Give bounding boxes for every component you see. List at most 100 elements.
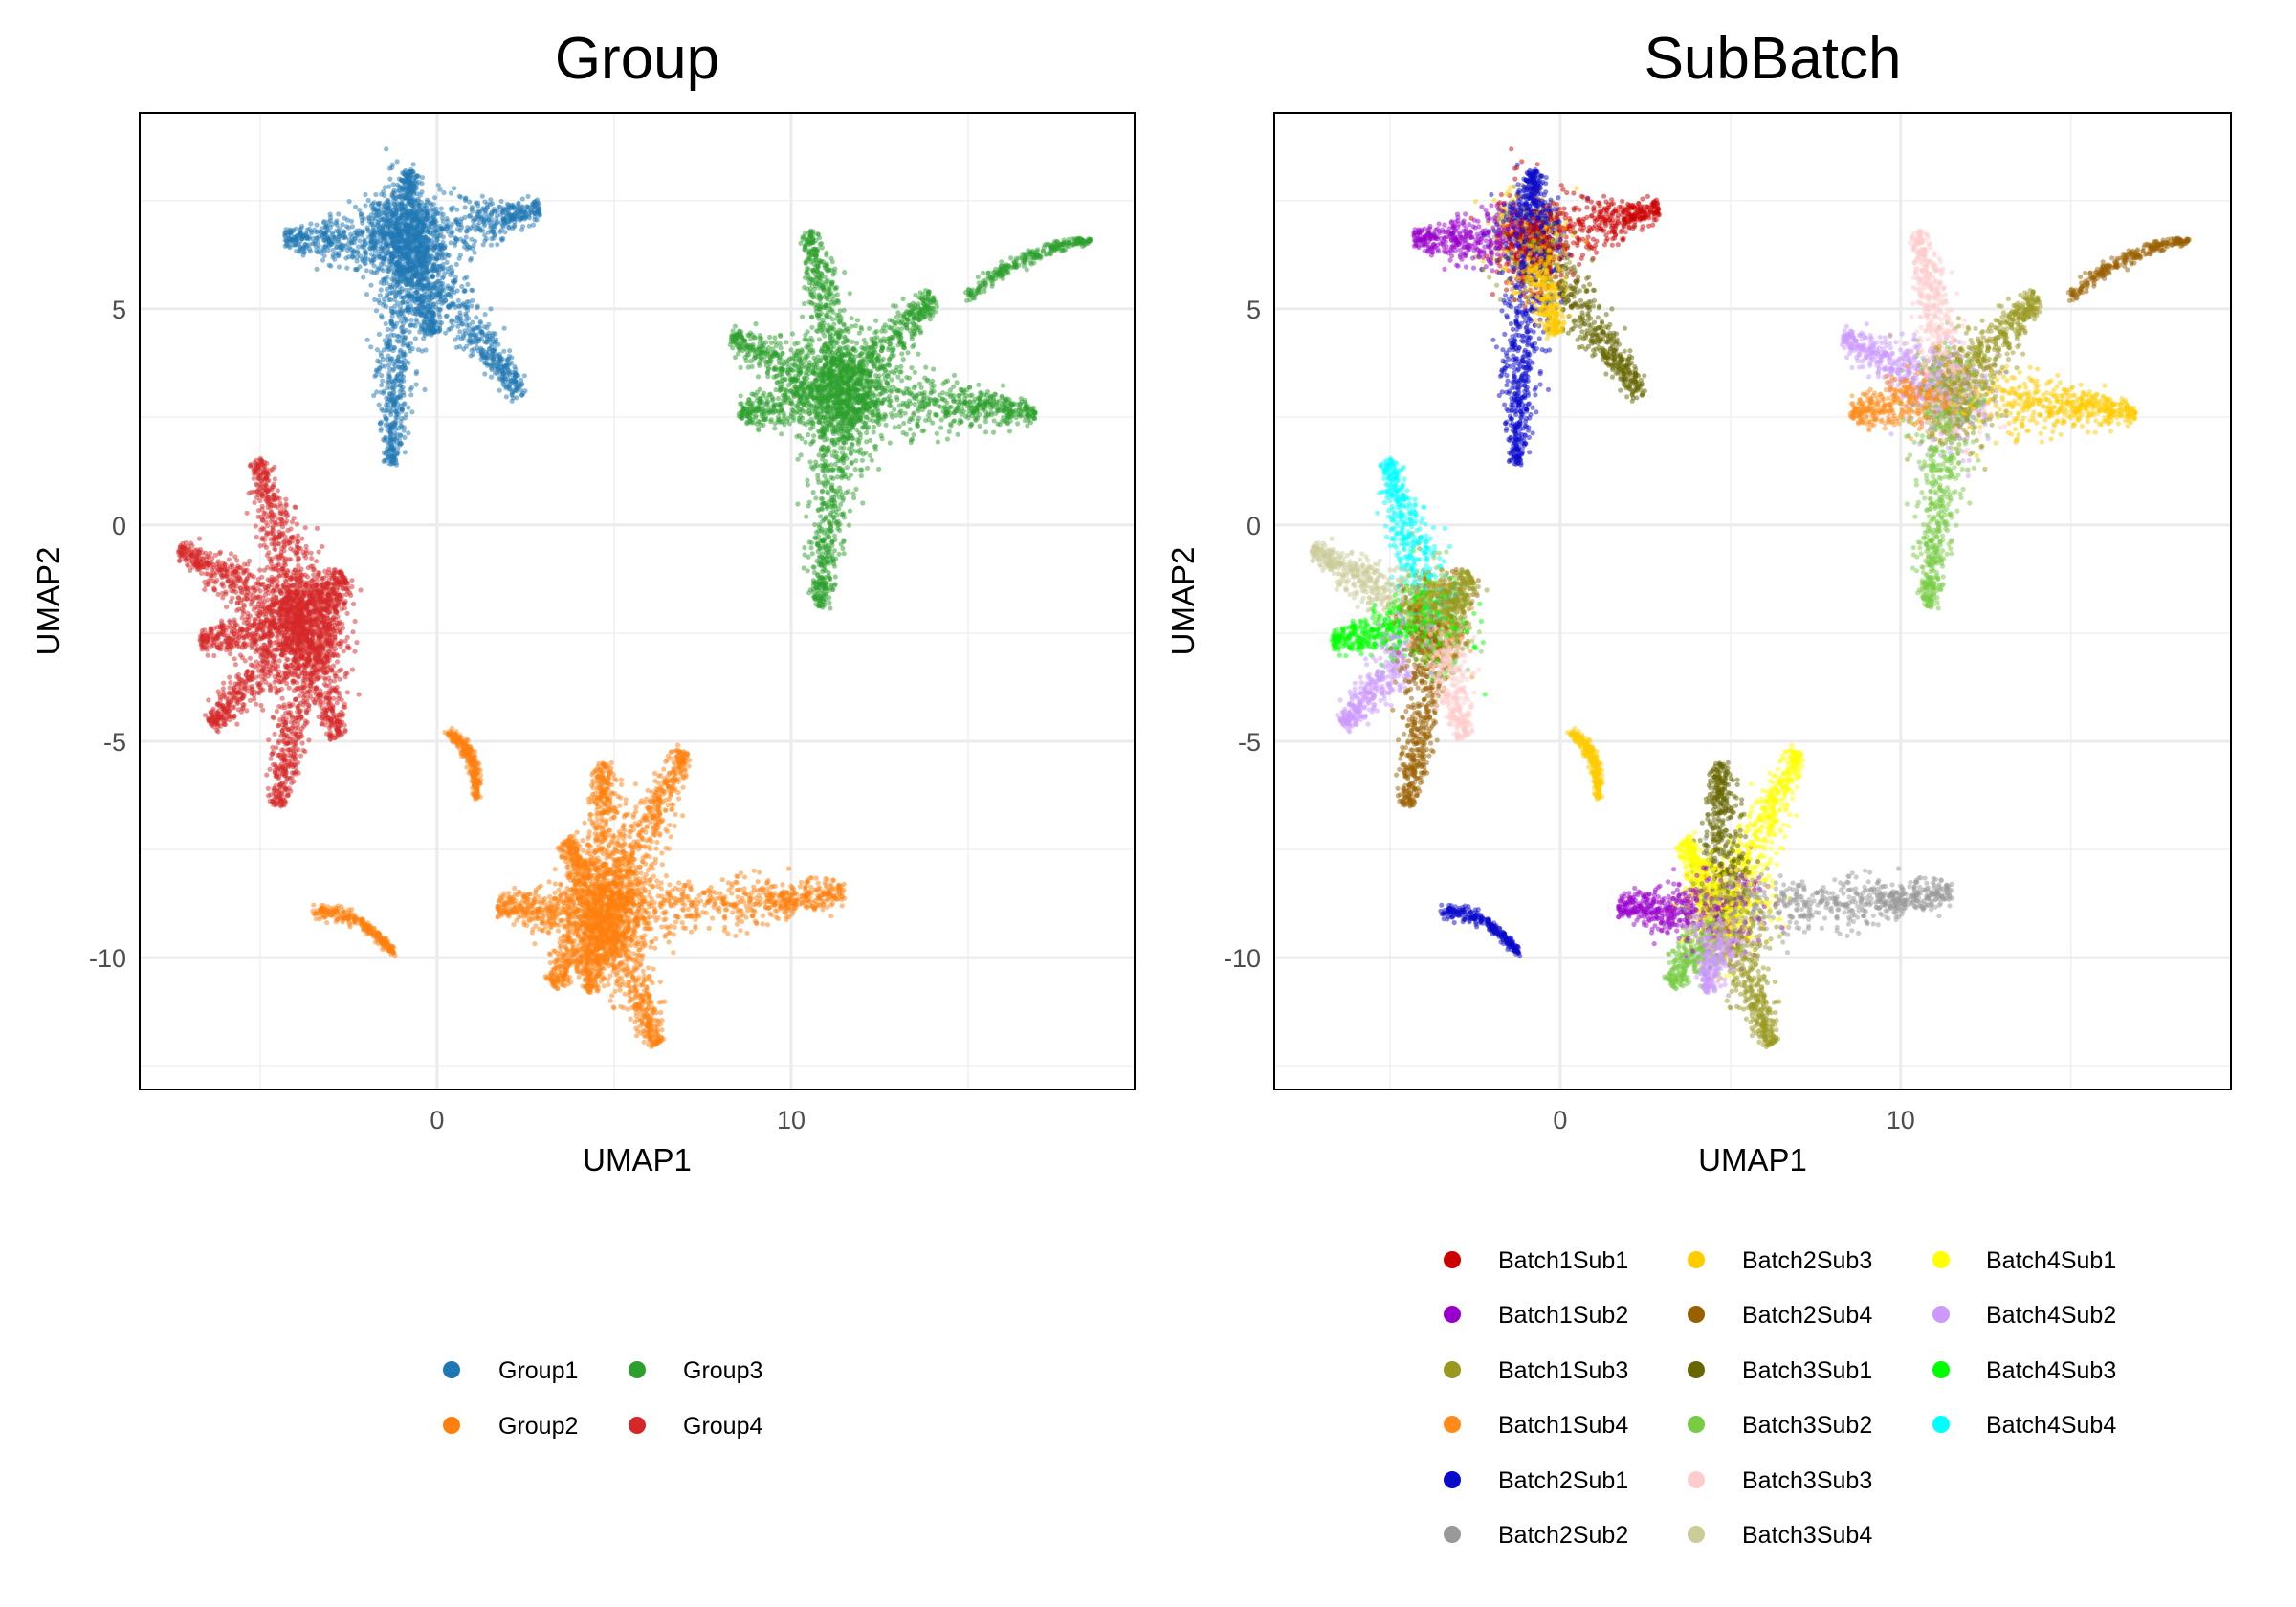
point: [390, 182, 396, 187]
point: [445, 218, 451, 224]
point: [499, 356, 505, 362]
point: [857, 447, 864, 452]
point: [379, 231, 386, 237]
point: [837, 308, 843, 314]
point: [840, 545, 846, 552]
point: [506, 225, 512, 231]
point: [513, 375, 519, 381]
point: [859, 457, 866, 463]
point: [521, 207, 527, 212]
point: [394, 431, 400, 437]
point: [401, 220, 407, 226]
point: [390, 399, 396, 405]
point: [513, 216, 519, 222]
point: [480, 228, 486, 233]
point: [376, 331, 382, 337]
point: [492, 223, 498, 229]
point: [385, 428, 390, 433]
point: [418, 214, 424, 220]
point: [420, 270, 426, 275]
point: [477, 320, 483, 326]
point: [457, 316, 463, 321]
point: [463, 313, 469, 319]
point: [470, 319, 475, 325]
point: [507, 371, 513, 378]
point: [374, 270, 380, 275]
point: [314, 222, 320, 228]
point: [405, 298, 410, 305]
point: [378, 210, 384, 216]
point: [802, 375, 807, 381]
point: [391, 448, 397, 453]
point: [389, 162, 395, 167]
point: [396, 245, 402, 251]
point: [488, 242, 494, 248]
point: [377, 206, 384, 211]
point: [400, 170, 406, 176]
point: [380, 223, 386, 229]
point: [373, 191, 379, 198]
point: [469, 236, 475, 242]
point: [746, 397, 752, 403]
point: [422, 386, 428, 392]
point: [760, 343, 765, 349]
point: [445, 266, 451, 272]
point: [453, 261, 459, 267]
point: [477, 220, 483, 226]
point: [426, 297, 431, 303]
point: [738, 364, 743, 370]
point: [394, 320, 400, 326]
point: [520, 224, 526, 230]
point: [863, 450, 869, 455]
point: [360, 232, 365, 238]
point: [744, 406, 750, 412]
point: [430, 310, 436, 316]
point: [388, 231, 394, 237]
point: [404, 281, 409, 287]
point: [408, 318, 414, 323]
point: [514, 385, 520, 390]
point: [844, 465, 850, 471]
point: [394, 259, 400, 265]
point: [397, 378, 403, 384]
point: [414, 228, 420, 233]
point: [810, 466, 816, 472]
point: [355, 232, 361, 238]
point: [896, 424, 902, 429]
point: [847, 508, 853, 514]
point: [349, 254, 355, 260]
point: [302, 242, 308, 248]
point: [765, 408, 771, 414]
point: [833, 437, 839, 443]
point: [854, 341, 860, 346]
point: [449, 286, 455, 293]
point: [469, 303, 475, 309]
point: [441, 189, 447, 196]
point: [813, 405, 819, 410]
point: [386, 297, 392, 303]
point: [457, 343, 463, 350]
point: [376, 297, 382, 303]
point: [391, 281, 397, 287]
point: [795, 363, 801, 369]
point: [806, 360, 813, 365]
point: [401, 184, 407, 189]
point: [385, 402, 390, 407]
point: [797, 419, 803, 425]
point: [368, 221, 374, 228]
point: [798, 413, 804, 419]
point: [506, 384, 513, 389]
point: [806, 432, 811, 438]
point: [423, 314, 430, 319]
point: [390, 253, 396, 259]
point: [392, 233, 398, 239]
point: [389, 209, 395, 216]
point: [400, 308, 406, 314]
point: [747, 415, 753, 422]
point: [390, 367, 396, 373]
point: [282, 243, 288, 249]
point: [535, 209, 541, 215]
point: [749, 363, 755, 370]
point: [395, 254, 401, 260]
point: [759, 336, 764, 341]
